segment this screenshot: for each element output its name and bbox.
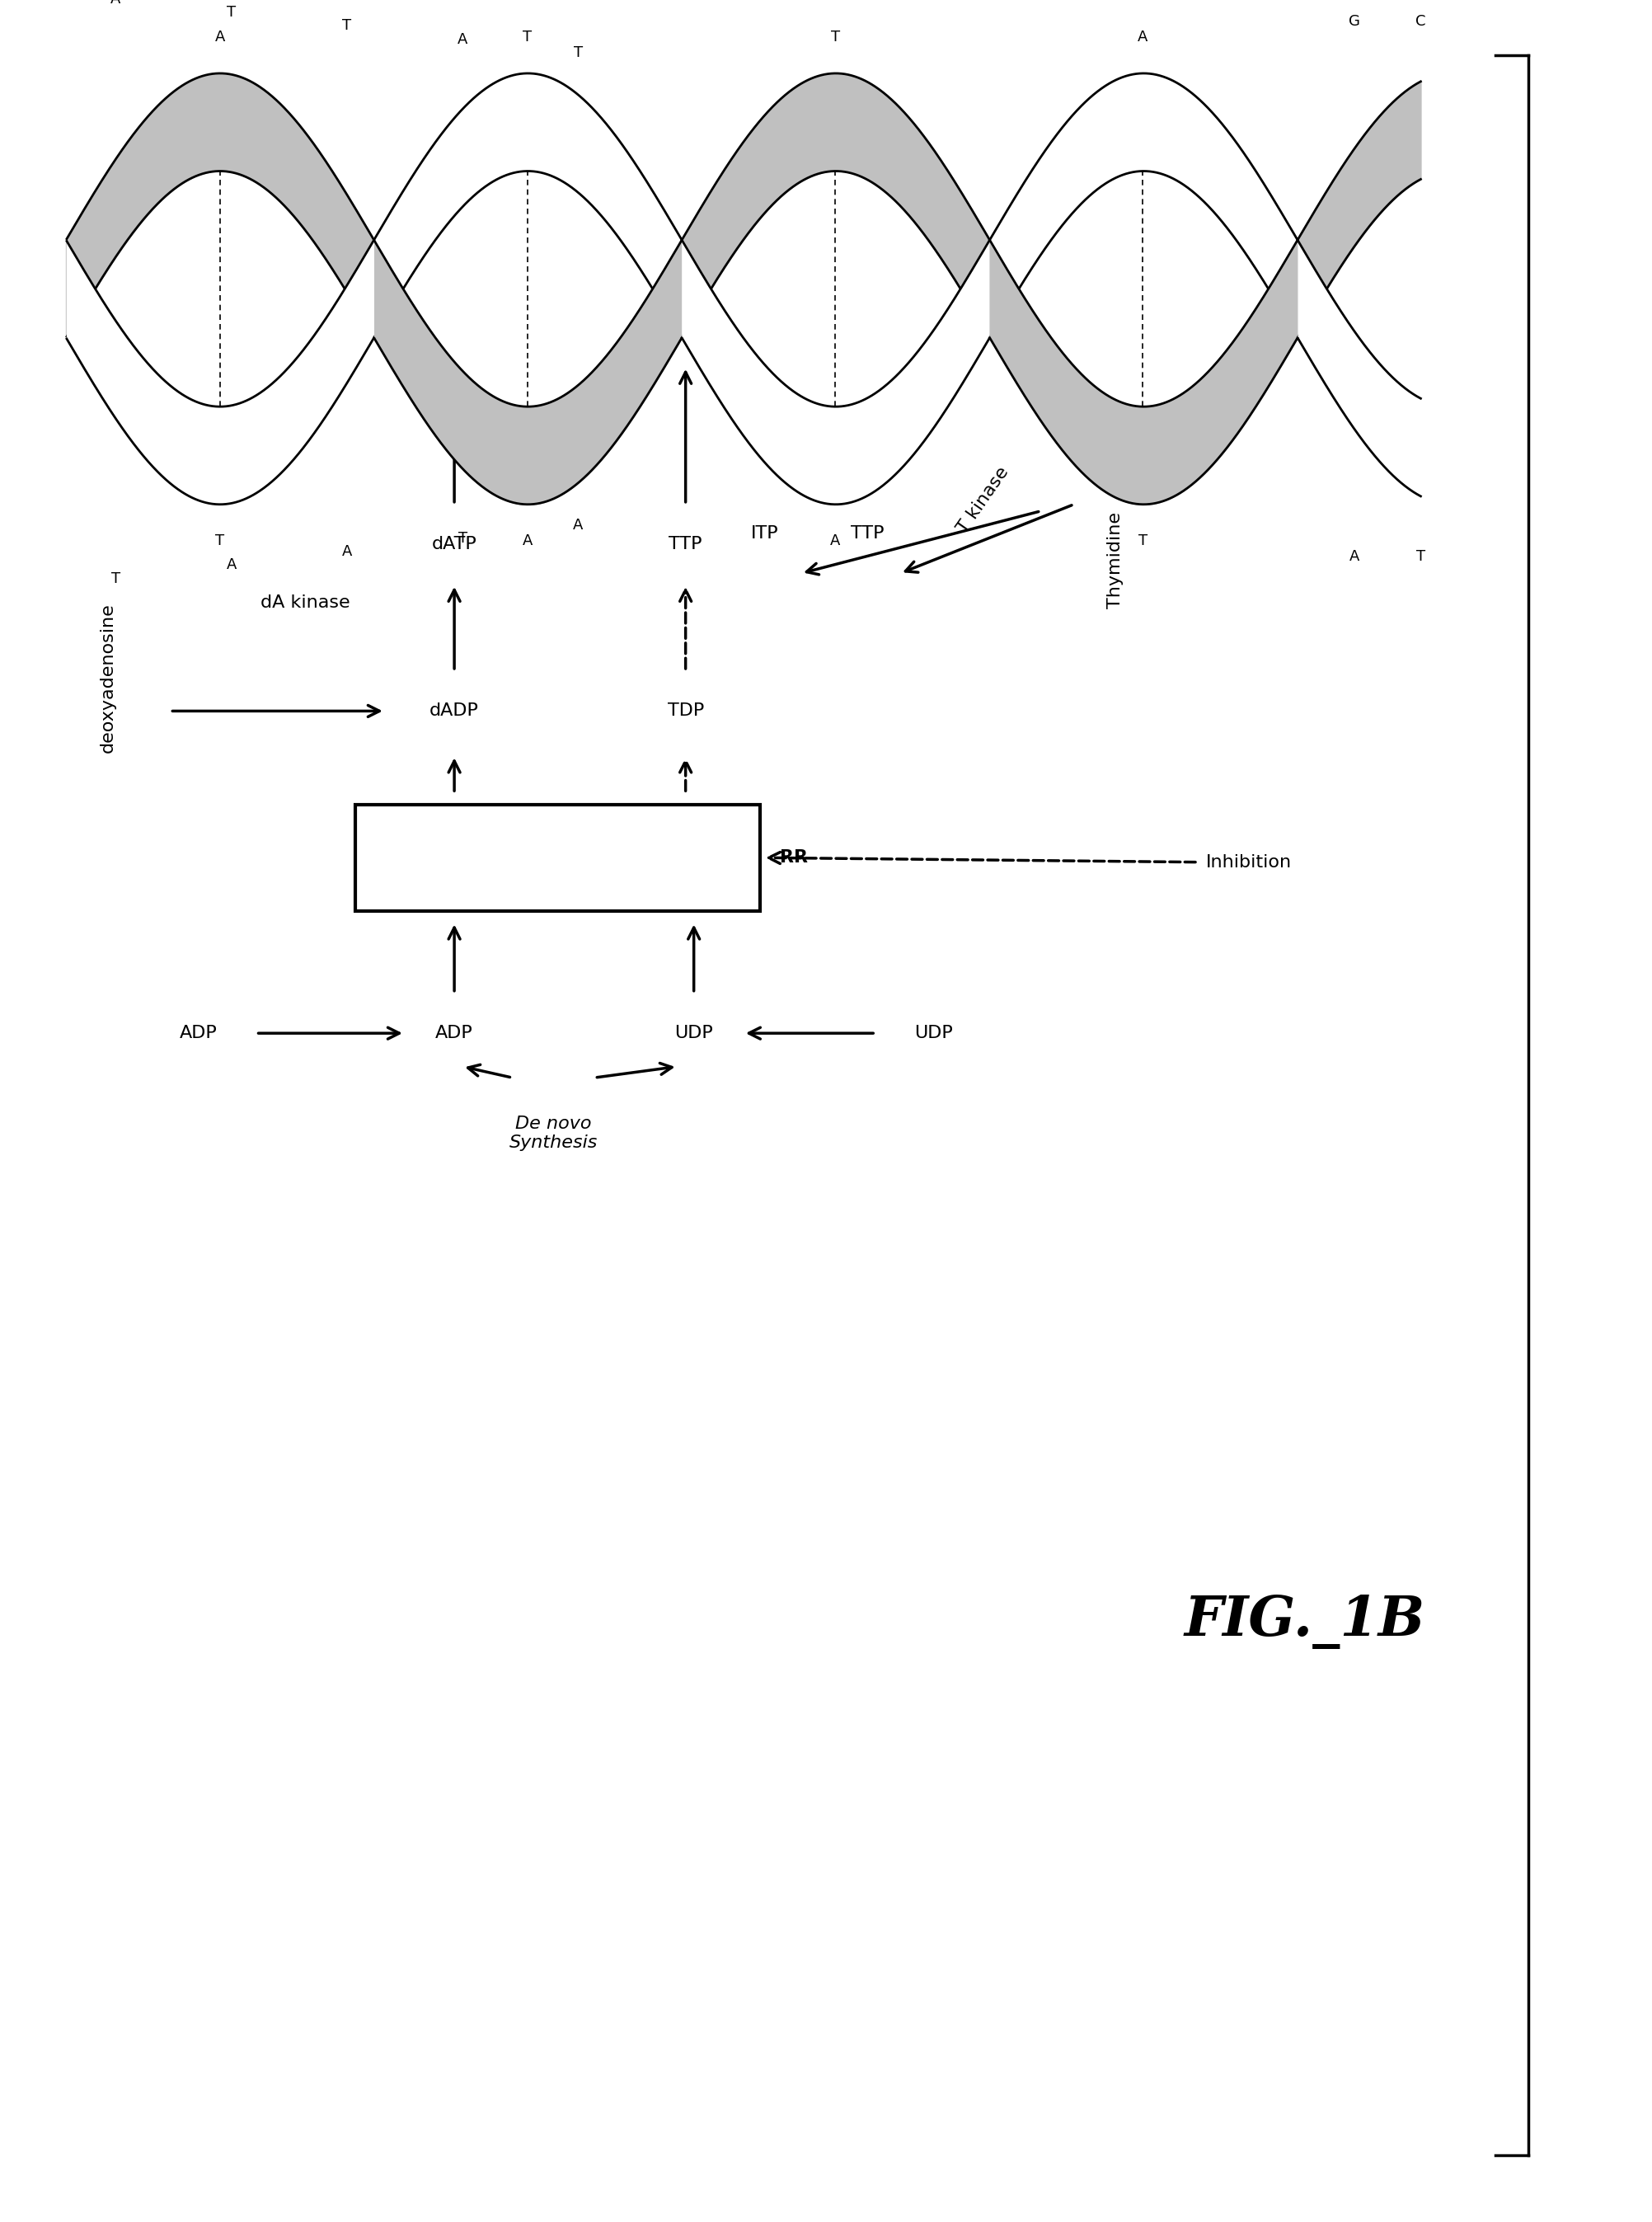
Text: T: T — [458, 531, 468, 547]
Text: T: T — [226, 4, 236, 20]
Text: T: T — [111, 571, 121, 587]
Text: A: A — [1350, 549, 1360, 564]
Text: A: A — [215, 29, 225, 44]
Text: deoxyadenosine: deoxyadenosine — [99, 602, 116, 753]
Text: De novo
Synthesis: De novo Synthesis — [509, 1115, 598, 1151]
Text: A: A — [226, 558, 236, 573]
Text: T: T — [1416, 549, 1426, 564]
Text: A: A — [573, 518, 583, 533]
Text: T: T — [831, 29, 839, 44]
Text: ADP: ADP — [436, 1024, 472, 1042]
Text: T: T — [215, 533, 225, 549]
Text: TTP: TTP — [851, 524, 884, 542]
Text: TDP: TDP — [667, 702, 704, 720]
Text: A: A — [111, 0, 121, 7]
Text: T kinase: T kinase — [955, 464, 1011, 536]
Text: Inhibition: Inhibition — [1206, 853, 1292, 871]
Text: dADP: dADP — [430, 702, 479, 720]
Text: A: A — [342, 544, 352, 560]
Text: A: A — [829, 533, 841, 549]
Text: FIG._1B: FIG._1B — [1184, 1595, 1426, 1649]
Text: A: A — [522, 533, 532, 549]
Text: UDP: UDP — [674, 1024, 714, 1042]
Text: UDP: UDP — [914, 1024, 953, 1042]
Text: ADP: ADP — [180, 1024, 216, 1042]
Text: T: T — [524, 29, 532, 44]
Text: T: T — [573, 44, 583, 60]
Text: T: T — [342, 18, 352, 33]
Text: T: T — [1138, 533, 1148, 549]
Text: TTP: TTP — [669, 536, 702, 553]
Text: Thymidine: Thymidine — [1107, 511, 1123, 609]
Text: G: G — [1350, 13, 1360, 29]
Text: C: C — [1416, 13, 1426, 29]
Bar — [355, 804, 760, 911]
Text: A: A — [1138, 29, 1148, 44]
Text: dATP: dATP — [431, 536, 477, 553]
Text: A: A — [458, 31, 468, 47]
Text: ITP: ITP — [752, 524, 778, 542]
Text: RR: RR — [780, 849, 808, 867]
Text: dA kinase: dA kinase — [261, 595, 350, 611]
